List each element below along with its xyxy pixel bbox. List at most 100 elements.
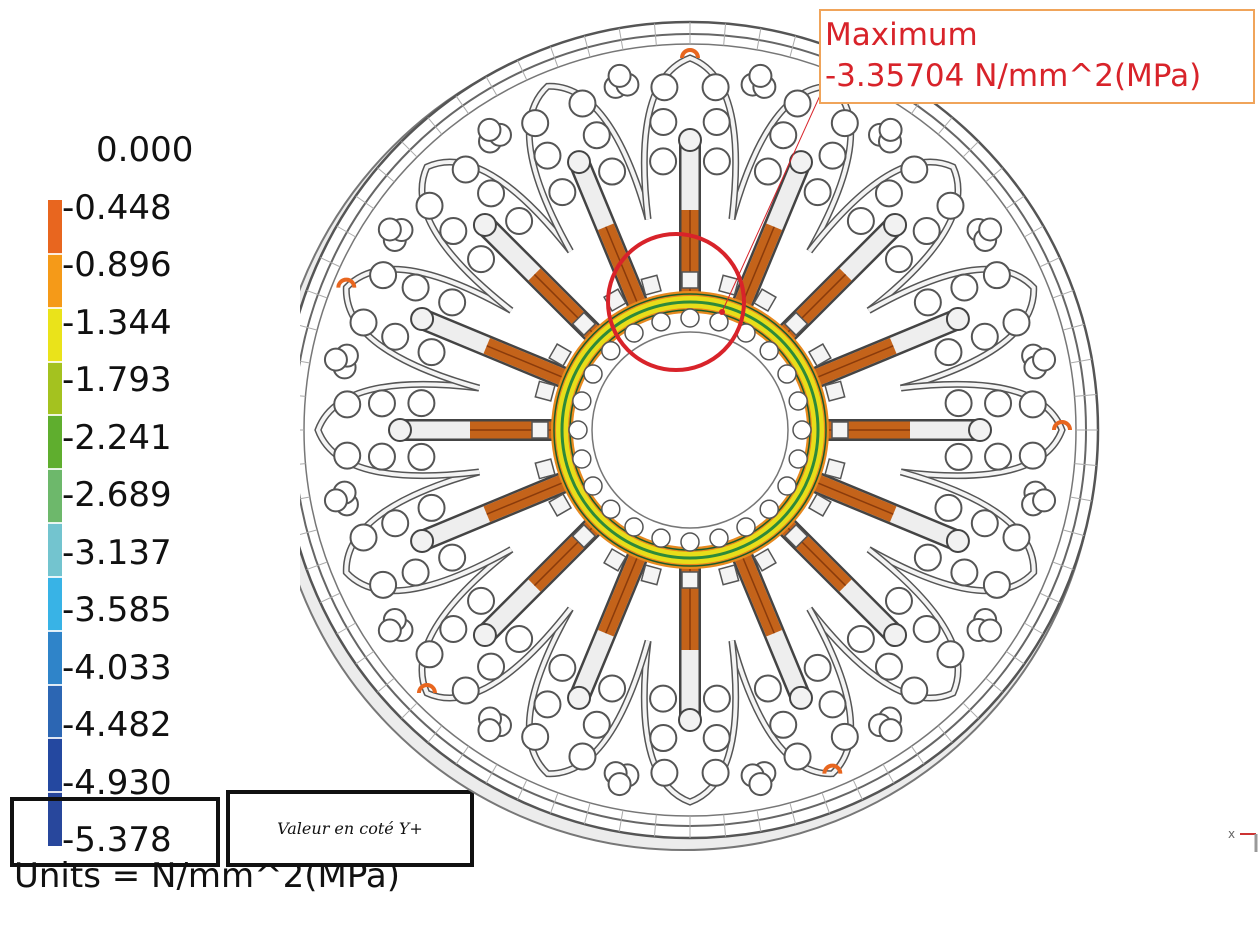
central-cusp <box>709 312 729 332</box>
foil-cusp <box>982 570 1011 599</box>
lancet-arch-face <box>900 382 1065 478</box>
ring-joint <box>320 592 341 603</box>
foil-cusp <box>582 121 611 150</box>
ring-joint <box>1005 195 1025 210</box>
foil-cusp <box>649 724 678 753</box>
lancet-arch-face <box>527 607 650 776</box>
foil-cusp <box>649 107 678 136</box>
foil-cusp <box>884 586 913 615</box>
foil-cusp <box>505 207 534 236</box>
central-cusp <box>777 364 797 384</box>
foil-cusp <box>913 288 942 317</box>
ring-joint <box>789 35 797 58</box>
maximum-point-marker <box>719 309 725 315</box>
central-cusp <box>651 312 671 332</box>
foil-cusp <box>533 690 562 719</box>
legend-tick-mark <box>48 414 62 417</box>
ring-joint <box>723 23 727 46</box>
central-block <box>718 274 740 296</box>
foil-cusp <box>649 684 678 713</box>
trefoil-lobe <box>748 772 773 797</box>
central-block <box>753 288 777 313</box>
foil-cusp <box>783 89 812 118</box>
ring-joint <box>910 745 925 765</box>
foil-cusp <box>1002 308 1031 337</box>
legend-color-swatch <box>48 738 62 793</box>
foil-cusp <box>415 640 444 669</box>
foil-cusp <box>936 191 965 220</box>
foil-cusp <box>649 147 678 176</box>
stress-patch <box>822 763 843 774</box>
central-cusp <box>572 391 592 411</box>
ring-joint <box>937 117 953 135</box>
central-cusp <box>709 528 729 548</box>
ring-joint <box>618 28 624 50</box>
legend-tick-label: -1.793 <box>62 360 172 400</box>
lancet-arch-face <box>527 84 650 253</box>
ring-joint <box>1039 592 1060 603</box>
foil-cusp <box>598 674 627 703</box>
legend-tick-label: -4.930 <box>62 762 172 803</box>
foil-cusp <box>944 389 973 418</box>
stress-legend: 0.000 -0.448 -0.896 -1.344 -1.793 -2.241 -2.68… <box>0 0 300 932</box>
legend-color-swatch <box>48 200 62 254</box>
central-block <box>783 523 809 549</box>
central-cusp <box>572 449 592 469</box>
ring-joint <box>1070 496 1092 502</box>
central-cusp <box>583 476 603 496</box>
foil-cusp <box>417 493 446 522</box>
central-block <box>640 564 662 586</box>
central-block <box>783 311 809 337</box>
central-block <box>571 311 597 337</box>
foil-cusp <box>846 207 875 236</box>
foil-cusp <box>568 89 597 118</box>
foil-cusp <box>701 73 730 102</box>
legend-tick-mark <box>48 252 62 255</box>
column-capital <box>410 528 435 553</box>
legend-tick-mark <box>48 575 62 578</box>
rose-window-model <box>300 20 1100 851</box>
ring-joint <box>1052 561 1074 571</box>
ring-joint <box>618 810 624 832</box>
trefoil-lobe <box>607 772 632 797</box>
foil-cusp <box>438 288 467 317</box>
foil-cusp <box>381 322 410 351</box>
ring-joint <box>401 141 418 158</box>
ring-joint <box>882 764 895 784</box>
foil-cusp <box>874 652 903 681</box>
central-block <box>603 547 627 572</box>
legend-tick-mark <box>48 737 62 740</box>
ring-joint <box>300 395 306 397</box>
foil-cusp <box>451 676 480 705</box>
ring-joint <box>723 814 727 837</box>
trefoil-lobe <box>323 488 348 513</box>
foil-cusp <box>521 722 550 751</box>
ring-joint <box>300 324 318 331</box>
ring-joint <box>300 463 306 465</box>
stress-patch <box>336 277 357 288</box>
ring-joint <box>300 496 310 500</box>
legend-tick-label: -4.482 <box>62 705 172 745</box>
legend-tick-mark <box>48 306 62 309</box>
foil-cusp <box>407 389 436 418</box>
foil-cusp <box>369 570 398 599</box>
foil-cusp <box>818 690 847 719</box>
ring-joint <box>1024 225 1044 238</box>
foil-cusp <box>439 614 468 643</box>
legend-tick-label: -2.689 <box>62 475 172 515</box>
central-cusp <box>601 499 621 519</box>
ring-joint <box>756 28 762 50</box>
column-capital <box>945 307 970 332</box>
central-block <box>534 458 556 480</box>
lancet-arch-face <box>315 382 480 478</box>
legend-tick-label: -3.137 <box>62 532 172 573</box>
ring-joint <box>377 167 395 183</box>
column-capital <box>472 212 497 237</box>
ring-joint <box>653 23 657 46</box>
legend-tick-label: -1.344 <box>62 302 172 343</box>
lancet-arch-face <box>867 470 1036 593</box>
trefoil-lobe <box>748 63 773 88</box>
column-capital <box>678 708 702 732</box>
lancet-arch-face <box>867 267 1036 390</box>
central-block <box>534 380 556 402</box>
